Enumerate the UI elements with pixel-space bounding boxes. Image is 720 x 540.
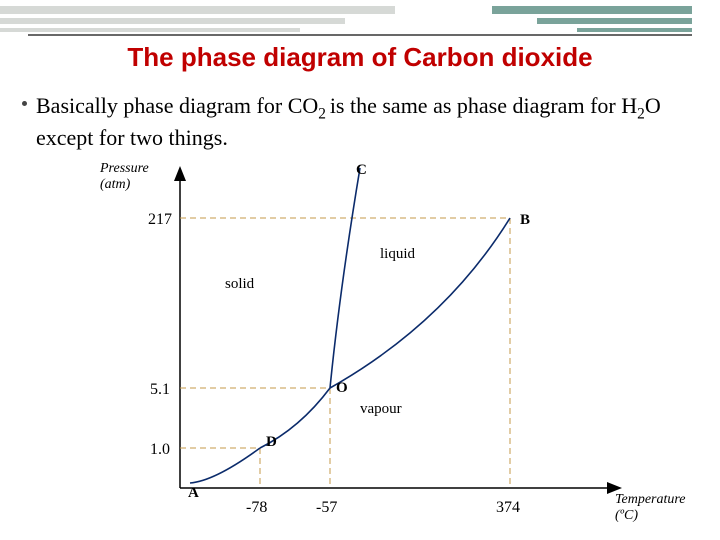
ytick-5p1: 5.1 [150, 381, 170, 398]
bullet-text: Basically phase diagram for CO2 is the s… [36, 92, 690, 151]
region-vapour: vapour [360, 401, 402, 417]
slide-decor [0, 6, 720, 34]
x-axis-label-2: (ºC) [615, 508, 638, 523]
x-axis-label: Temperature [615, 492, 686, 507]
region-solid: solid [225, 276, 255, 292]
point-A: A [188, 485, 199, 501]
curve-OC [330, 168, 360, 388]
phase-diagram: Pressure(atm) Temperature(ºC) 217 5.1 1.0 -78… [60, 158, 700, 538]
ytick-1p0: 1.0 [150, 441, 170, 458]
curve-AD [190, 448, 260, 483]
point-C: C [356, 162, 367, 178]
curve-OB [330, 218, 510, 388]
y-axis-label-2: (atm) [100, 177, 131, 192]
slide-divider [28, 34, 692, 36]
xtick-m57: -57 [316, 499, 337, 516]
point-D: D [266, 434, 277, 450]
ytick-217: 217 [148, 211, 172, 228]
region-liquid: liquid [380, 246, 416, 262]
point-O: O [336, 380, 348, 396]
point-B: B [520, 212, 530, 228]
bullet-dot-icon [22, 101, 27, 106]
xtick-374: 374 [496, 499, 520, 516]
xtick-m78: -78 [246, 499, 267, 516]
y-axis-label: Pressure [99, 161, 149, 176]
slide-title: The phase diagram of Carbon dioxide [0, 42, 720, 73]
